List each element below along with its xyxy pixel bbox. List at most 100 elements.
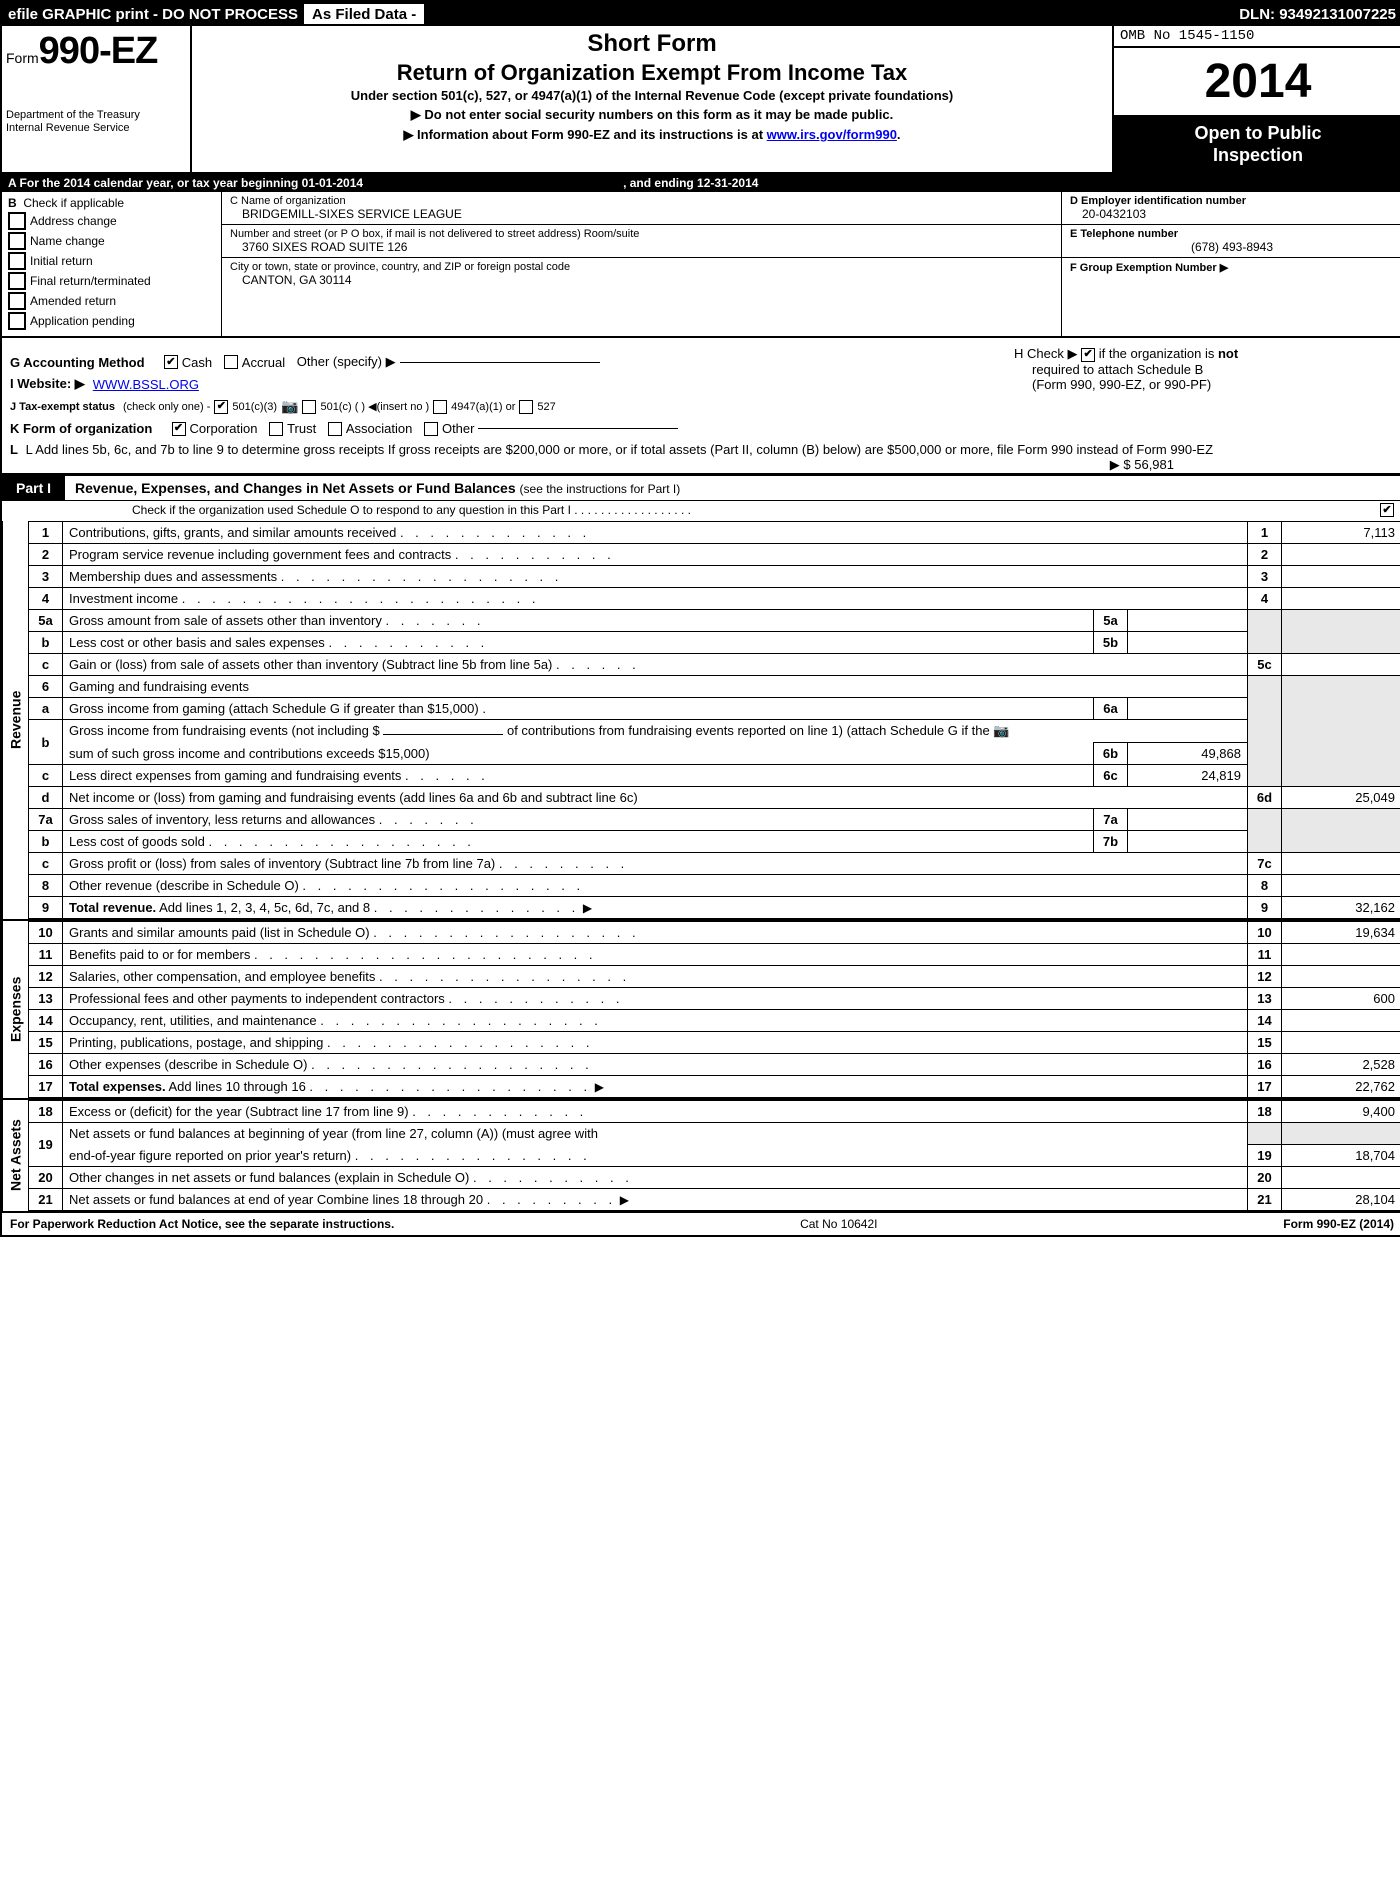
line-19-top: 19Net assets or fund balances at beginni…	[29, 1123, 1400, 1145]
row-l-gross-receipts: L L Add lines 5b, 6c, and 7b to line 9 t…	[10, 442, 1394, 457]
ein-value: 20-0432103	[1070, 207, 1394, 221]
short-form-label: Short Form	[202, 30, 1102, 58]
open-to-public: Open to Public Inspection	[1114, 117, 1400, 172]
net-assets-section: Net Assets 18Excess or (deficit) for the…	[2, 1098, 1400, 1213]
section-c-org-info: C Name of organization BRIDGEMILL-SIXES …	[222, 192, 1061, 336]
expenses-side-label: Expenses	[2, 921, 28, 1098]
info-block: B Check if applicable Address change Nam…	[2, 192, 1400, 338]
chk-4947[interactable]	[433, 400, 447, 414]
expenses-table: 10Grants and similar amounts paid (list …	[28, 921, 1400, 1098]
form-title-box: Short Form Return of Organization Exempt…	[192, 26, 1112, 172]
section-b-checkboxes: B Check if applicable Address change Nam…	[2, 192, 222, 336]
org-street: 3760 SIXES ROAD SUITE 126	[230, 240, 1053, 254]
schedule-icon: 📷	[281, 398, 298, 415]
line-7a: 7aGross sales of inventory, less returns…	[29, 809, 1400, 831]
as-filed-box: As Filed Data -	[304, 4, 424, 24]
line-19-bot: end-of-year figure reported on prior yea…	[29, 1145, 1400, 1167]
chk-initial-return[interactable]	[8, 252, 26, 270]
header-right-box: OMB No 1545-1150 2014 Open to Public Ins…	[1112, 26, 1400, 172]
line-7b: bLess cost of goods sold . . . . . . . .…	[29, 831, 1400, 853]
line-11: 11Benefits paid to or for members . . . …	[29, 944, 1400, 966]
chk-501c[interactable]	[302, 400, 316, 414]
section-def: D Employer identification number 20-0432…	[1061, 192, 1400, 336]
revenue-side-label: Revenue	[2, 521, 28, 919]
cat-no: Cat No 10642I	[394, 1217, 1283, 1231]
line-6c: cLess direct expenses from gaming and fu…	[29, 765, 1400, 787]
expenses-section: Expenses 10Grants and similar amounts pa…	[2, 919, 1400, 1098]
line-5a: 5aGross amount from sale of assets other…	[29, 610, 1400, 632]
revenue-table: 1Contributions, gifts, grants, and simil…	[28, 521, 1400, 919]
line-6: 6Gaming and fundraising events	[29, 676, 1400, 698]
form-page: efile GRAPHIC print - DO NOT PROCESS As …	[0, 0, 1400, 1237]
netassets-table: 18Excess or (deficit) for the year (Subt…	[28, 1100, 1400, 1211]
chk-name-change[interactable]	[8, 232, 26, 250]
row-k-form-org: K Form of organization Corporation Trust…	[10, 421, 1394, 436]
form-title: Return of Organization Exempt From Incom…	[202, 60, 1102, 86]
line-5c: cGain or (loss) from sale of assets othe…	[29, 654, 1400, 676]
line-16: 16Other expenses (describe in Schedule O…	[29, 1054, 1400, 1076]
line-2: 2Program service revenue including gover…	[29, 544, 1400, 566]
revenue-section: Revenue 1Contributions, gifts, grants, a…	[2, 521, 1400, 919]
netassets-side-label: Net Assets	[2, 1100, 28, 1211]
chk-application-pending[interactable]	[8, 312, 26, 330]
line-6b-bot: sum of such gross income and contributio…	[29, 743, 1400, 765]
chk-schedule-o[interactable]	[1380, 503, 1394, 517]
section-h: H Check ▶ if the organization is not req…	[1014, 346, 1394, 392]
row-a-calendar-year: A For the 2014 calendar year, or tax yea…	[2, 174, 1400, 192]
section-g-to-l: H Check ▶ if the organization is not req…	[2, 338, 1400, 475]
line-6a: aGross income from gaming (attach Schedu…	[29, 698, 1400, 720]
line-1: 1Contributions, gifts, grants, and simil…	[29, 522, 1400, 544]
part1-tab: Part I	[2, 476, 65, 500]
chk-trust[interactable]	[269, 422, 283, 436]
row-j-tax-status: J Tax-exempt status(check only one) - 50…	[10, 398, 1394, 415]
website-link[interactable]: WWW.BSSL.ORG	[93, 377, 199, 392]
page-footer: For Paperwork Reduction Act Notice, see …	[2, 1213, 1400, 1235]
line-14: 14Occupancy, rent, utilities, and mainte…	[29, 1010, 1400, 1032]
chk-other-org[interactable]	[424, 422, 438, 436]
omb-number: OMB No 1545-1150	[1114, 26, 1400, 48]
chk-501c3[interactable]	[214, 400, 228, 414]
line-12: 12Salaries, other compensation, and empl…	[29, 966, 1400, 988]
chk-527[interactable]	[519, 400, 533, 414]
line-5b: bLess cost or other basis and sales expe…	[29, 632, 1400, 654]
ssn-warning: ▶ Do not enter social security numbers o…	[202, 107, 1102, 123]
chk-h-not-required[interactable]	[1081, 348, 1095, 362]
irs-link[interactable]: www.irs.gov/form990	[767, 127, 897, 142]
line-15: 15Printing, publications, postage, and s…	[29, 1032, 1400, 1054]
line-13: 13Professional fees and other payments t…	[29, 988, 1400, 1010]
phone-value: (678) 493-8943	[1070, 240, 1394, 254]
form-ref: Form 990-EZ (2014)	[1283, 1217, 1394, 1231]
chk-accrual[interactable]	[224, 355, 238, 369]
line-17: 17Total expenses. Add lines 10 through 1…	[29, 1076, 1400, 1098]
line-10: 10Grants and similar amounts paid (list …	[29, 922, 1400, 944]
chk-corporation[interactable]	[172, 422, 186, 436]
line-20: 20Other changes in net assets or fund ba…	[29, 1167, 1400, 1189]
chk-final-return[interactable]	[8, 272, 26, 290]
chk-address-change[interactable]	[8, 212, 26, 230]
paperwork-notice: For Paperwork Reduction Act Notice, see …	[10, 1217, 394, 1231]
gross-receipts-amt: ▶ $ 56,981	[1110, 457, 1394, 473]
org-name: BRIDGEMILL-SIXES SERVICE LEAGUE	[230, 207, 1053, 221]
chk-association[interactable]	[328, 422, 342, 436]
line-6b-top: bGross income from fundraising events (n…	[29, 720, 1400, 743]
dln-label: DLN: 93492131007225	[1233, 6, 1400, 23]
line-6d: dNet income or (loss) from gaming and fu…	[29, 787, 1400, 809]
tax-year: 2014	[1114, 48, 1400, 117]
part1-schedule-o-check: Check if the organization used Schedule …	[2, 501, 1400, 521]
part1-header: Part I Revenue, Expenses, and Changes in…	[2, 475, 1400, 501]
line-3: 3Membership dues and assessments . . . .…	[29, 566, 1400, 588]
form-subtitle: Under section 501(c), 527, or 4947(a)(1)…	[202, 88, 1102, 103]
form-header: Form990-EZ Department of the Treasury In…	[2, 26, 1400, 174]
chk-cash[interactable]	[164, 355, 178, 369]
org-city: CANTON, GA 30114	[230, 273, 1053, 287]
line-9: 9Total revenue. Total revenue. Add lines…	[29, 897, 1400, 919]
form-id-box: Form990-EZ Department of the Treasury In…	[2, 26, 192, 172]
chk-amended-return[interactable]	[8, 292, 26, 310]
line-8: 8Other revenue (describe in Schedule O) …	[29, 875, 1400, 897]
group-exemption: F Group Exemption Number ▶	[1070, 261, 1394, 274]
form-number: Form990-EZ	[6, 30, 186, 73]
dept-treasury: Department of the Treasury Internal Reve…	[6, 109, 186, 135]
line-21: 21Net assets or fund balances at end of …	[29, 1189, 1400, 1211]
line-4: 4Investment income . . . . . . . . . . .…	[29, 588, 1400, 610]
line-18: 18Excess or (deficit) for the year (Subt…	[29, 1101, 1400, 1123]
